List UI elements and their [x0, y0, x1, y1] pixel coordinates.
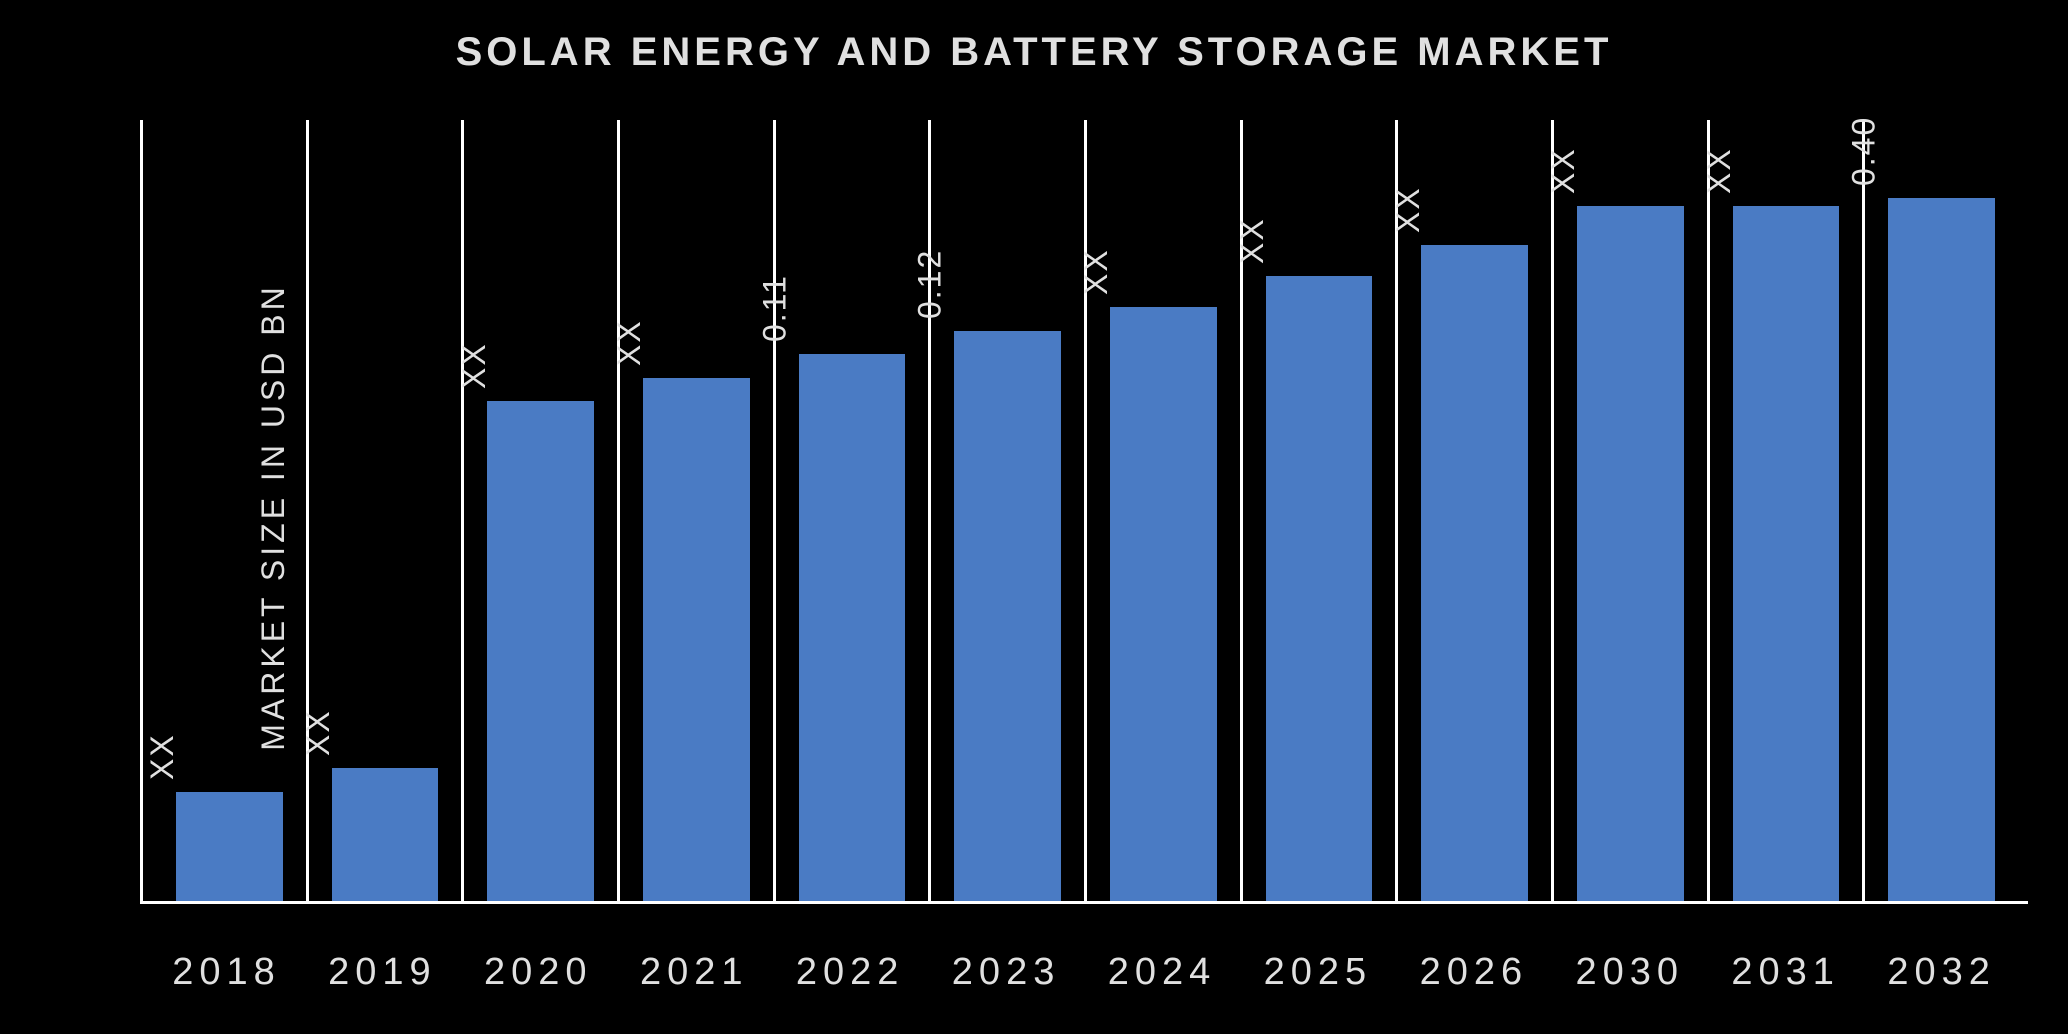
bar: 0.11	[799, 354, 906, 901]
bar-value-label: 0.40	[1845, 116, 1882, 198]
bar-value-label: XX	[144, 733, 181, 792]
bar-group: XX	[153, 120, 306, 901]
bar: XX	[176, 792, 283, 901]
x-label-group: 2020	[462, 951, 615, 994]
x-label-group: 2025	[1241, 951, 1394, 994]
bar-group: 0.11	[776, 120, 929, 901]
bar-group: 0.40	[1865, 120, 2018, 901]
bar-group: XX	[1398, 120, 1551, 901]
bar-group: XX	[1087, 120, 1240, 901]
bar-group: XX	[464, 120, 617, 901]
x-label-group: 2026	[1397, 951, 1550, 994]
bar-value-label: XX	[1234, 218, 1271, 277]
bar-value-label: 0.11	[757, 274, 794, 354]
x-label-group: 2018	[150, 951, 303, 994]
x-axis-tick-label: 2022	[796, 951, 905, 993]
bar: XX	[1421, 245, 1528, 901]
x-label-group: 2022	[774, 951, 927, 994]
bar: XX	[1266, 276, 1373, 901]
x-label-group: 2031	[1709, 951, 1862, 994]
x-label-group: 2021	[618, 951, 771, 994]
x-axis-tick-label: 2025	[1264, 951, 1373, 993]
x-axis-tick-label: 2021	[640, 951, 749, 993]
x-axis-labels: 2018 2019 2020 2021 2022 2023 2024 2025 2026 2030…	[140, 951, 2028, 994]
bars-container: XXXXXXXX0.110.12XXXXXXXXXX0.40	[143, 120, 2028, 901]
bar: XX	[643, 378, 750, 901]
bar-value-label: 0.12	[911, 249, 948, 331]
x-axis-tick-label: 2026	[1420, 951, 1529, 993]
bar-group: XX	[1554, 120, 1707, 901]
bar-value-label: XX	[612, 319, 649, 378]
bar-group: XX	[620, 120, 773, 901]
chart-plot-area: XXXXXXXX0.110.12XXXXXXXXXX0.40	[140, 120, 2028, 904]
x-axis-tick-label: 2020	[484, 951, 593, 993]
bar: 0.12	[954, 331, 1061, 901]
bar-value-label: XX	[1079, 249, 1116, 308]
bar: 0.40	[1888, 198, 1995, 901]
bar-value-label: XX	[1546, 147, 1583, 206]
bar-group: XX	[1243, 120, 1396, 901]
bar: XX	[332, 768, 439, 901]
bar-value-label: XX	[1390, 186, 1427, 245]
x-axis-tick-label: 2019	[328, 951, 437, 993]
x-label-group: 2023	[930, 951, 1083, 994]
x-label-group: 2024	[1086, 951, 1239, 994]
chart-title: SOLAR ENERGY AND BATTERY STORAGE MARKET	[0, 30, 2068, 75]
bar-value-label: XX	[300, 710, 337, 769]
x-axis-tick-label: 2024	[1108, 951, 1217, 993]
x-label-group: 2032	[1865, 951, 2018, 994]
bar: XX	[1577, 206, 1684, 901]
bar-group: XX	[1710, 120, 1863, 901]
bar: XX	[1110, 307, 1217, 901]
x-axis-tick-label: 2030	[1575, 951, 1684, 993]
bar-group: 0.12	[931, 120, 1084, 901]
x-axis-tick-label: 2018	[172, 951, 281, 993]
bar-group: XX	[309, 120, 462, 901]
x-axis-tick-label: 2023	[952, 951, 1061, 993]
x-label-group: 2019	[306, 951, 459, 994]
x-axis-tick-label: 2031	[1731, 951, 1840, 993]
bar-value-label: XX	[456, 342, 493, 401]
x-label-group: 2030	[1553, 951, 1706, 994]
bar: XX	[1733, 206, 1840, 901]
bar: XX	[487, 401, 594, 901]
bar-value-label: XX	[1701, 147, 1738, 206]
x-axis-tick-label: 2032	[1887, 951, 1996, 993]
